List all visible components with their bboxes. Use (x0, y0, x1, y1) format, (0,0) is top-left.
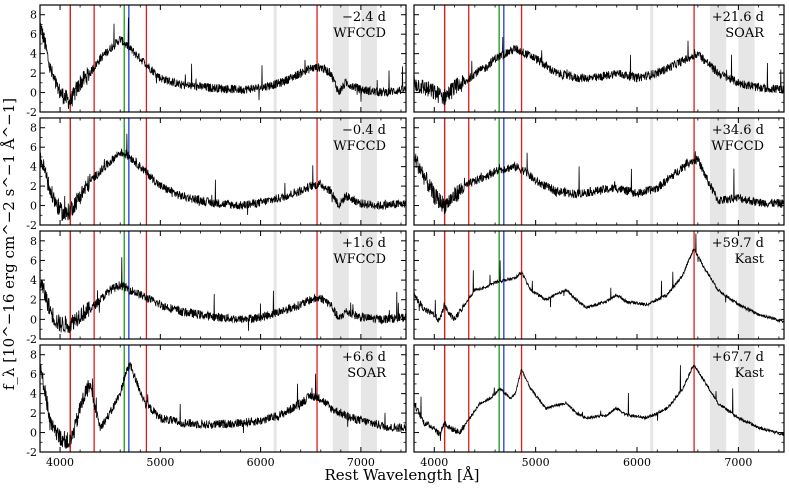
y-tick-label: -2 (26, 106, 37, 119)
telluric-band (710, 5, 727, 112)
y-tick-label: 4 (30, 274, 37, 287)
x-tick-label: 6000 (623, 456, 651, 469)
spectrum-line (414, 233, 784, 324)
telluric-band (273, 345, 277, 452)
panel-instrument-label: SOAR (725, 26, 765, 41)
y-tick-label: -2 (26, 333, 37, 346)
y-tick-label: 2 (30, 294, 37, 307)
y-tick-label: 2 (30, 407, 37, 420)
x-tick-label: 4000 (46, 456, 74, 469)
panel-instrument-label: WFCCD (333, 139, 386, 154)
y-tick-label: -2 (26, 219, 37, 232)
y-tick-label: 8 (30, 349, 37, 362)
panel-frame (39, 117, 407, 226)
telluric-band (650, 118, 654, 225)
panel-frame (39, 4, 407, 113)
x-tick-label: 7000 (724, 456, 752, 469)
spectrum-line (40, 17, 406, 110)
y-tick-label: 4 (30, 48, 37, 61)
y-axis-title: f_λ [10^−16 erg cm^−2 s^−1 Å^−1] (0, 98, 18, 390)
y-tick-label: 2 (30, 67, 37, 80)
panel-frame (39, 230, 407, 340)
y-tick-label: 0 (30, 200, 37, 213)
telluric-band (650, 345, 654, 452)
spectrum-line (40, 257, 406, 334)
panel-frame (413, 117, 785, 226)
panel-epoch-label: +6.6 d (342, 350, 386, 365)
panel-frame (413, 4, 785, 113)
telluric-band (710, 231, 727, 339)
panel-epoch-label: −0.4 d (342, 123, 386, 138)
panel-instrument-label: WFCCD (711, 139, 764, 154)
spectrum-line (40, 133, 406, 222)
y-tick-label: 8 (30, 235, 37, 248)
telluric-band (360, 231, 377, 339)
panel-epoch-label: −2.4 d (342, 10, 386, 25)
y-tick-label: 0 (30, 87, 37, 100)
panel-epoch-label: +34.6 d (712, 123, 764, 138)
x-axis-title: Rest Wavelength [Å] (324, 466, 479, 484)
spectrum-line (414, 364, 784, 441)
telluric-band (738, 231, 755, 339)
telluric-band (738, 345, 755, 452)
telluric-band (273, 231, 277, 339)
x-tick-label: 5000 (146, 456, 174, 469)
telluric-band (650, 231, 654, 339)
y-tick-label: 8 (30, 122, 37, 135)
telluric-band (332, 345, 349, 452)
panel-frame (413, 230, 785, 340)
telluric-band (710, 345, 727, 452)
telluric-band (710, 118, 727, 225)
telluric-band (273, 5, 277, 112)
y-tick-label: 2 (30, 180, 37, 193)
panel-epoch-label: +21.6 d (712, 10, 764, 25)
telluric-band (650, 5, 654, 112)
panel-instrument-label: Kast (735, 252, 765, 267)
x-tick-label: 7000 (347, 456, 375, 469)
y-tick-label: 0 (30, 427, 37, 440)
y-tick-label: 6 (30, 368, 37, 381)
x-tick-label: 6000 (247, 456, 275, 469)
panel-epoch-label: +59.7 d (712, 236, 764, 251)
x-tick-label: 4000 (420, 456, 448, 469)
panel-epoch-label: +67.7 d (712, 350, 764, 365)
telluric-band (273, 118, 277, 225)
spectrum-line (40, 362, 406, 449)
spectrum-line (414, 36, 784, 106)
y-tick-label: 6 (30, 28, 37, 41)
telluric-band (360, 118, 377, 225)
y-tick-label: 8 (30, 9, 37, 22)
panel-epoch-label: +1.6 d (342, 236, 386, 251)
y-tick-label: 6 (30, 254, 37, 267)
y-tick-label: -2 (26, 446, 37, 459)
y-tick-label: 6 (30, 141, 37, 154)
panel-frame (413, 344, 785, 453)
panel-frame (39, 344, 407, 453)
spectrum-line (414, 148, 784, 215)
panel-instrument-label: WFCCD (333, 252, 386, 267)
x-tick-label: 5000 (522, 456, 550, 469)
panel-instrument-label: WFCCD (333, 26, 386, 41)
y-tick-label: 4 (30, 388, 37, 401)
y-tick-label: 0 (30, 313, 37, 326)
panel-instrument-label: SOAR (347, 366, 387, 381)
y-tick-label: 4 (30, 161, 37, 174)
panel-instrument-label: Kast (735, 366, 765, 381)
telluric-band (360, 5, 377, 112)
